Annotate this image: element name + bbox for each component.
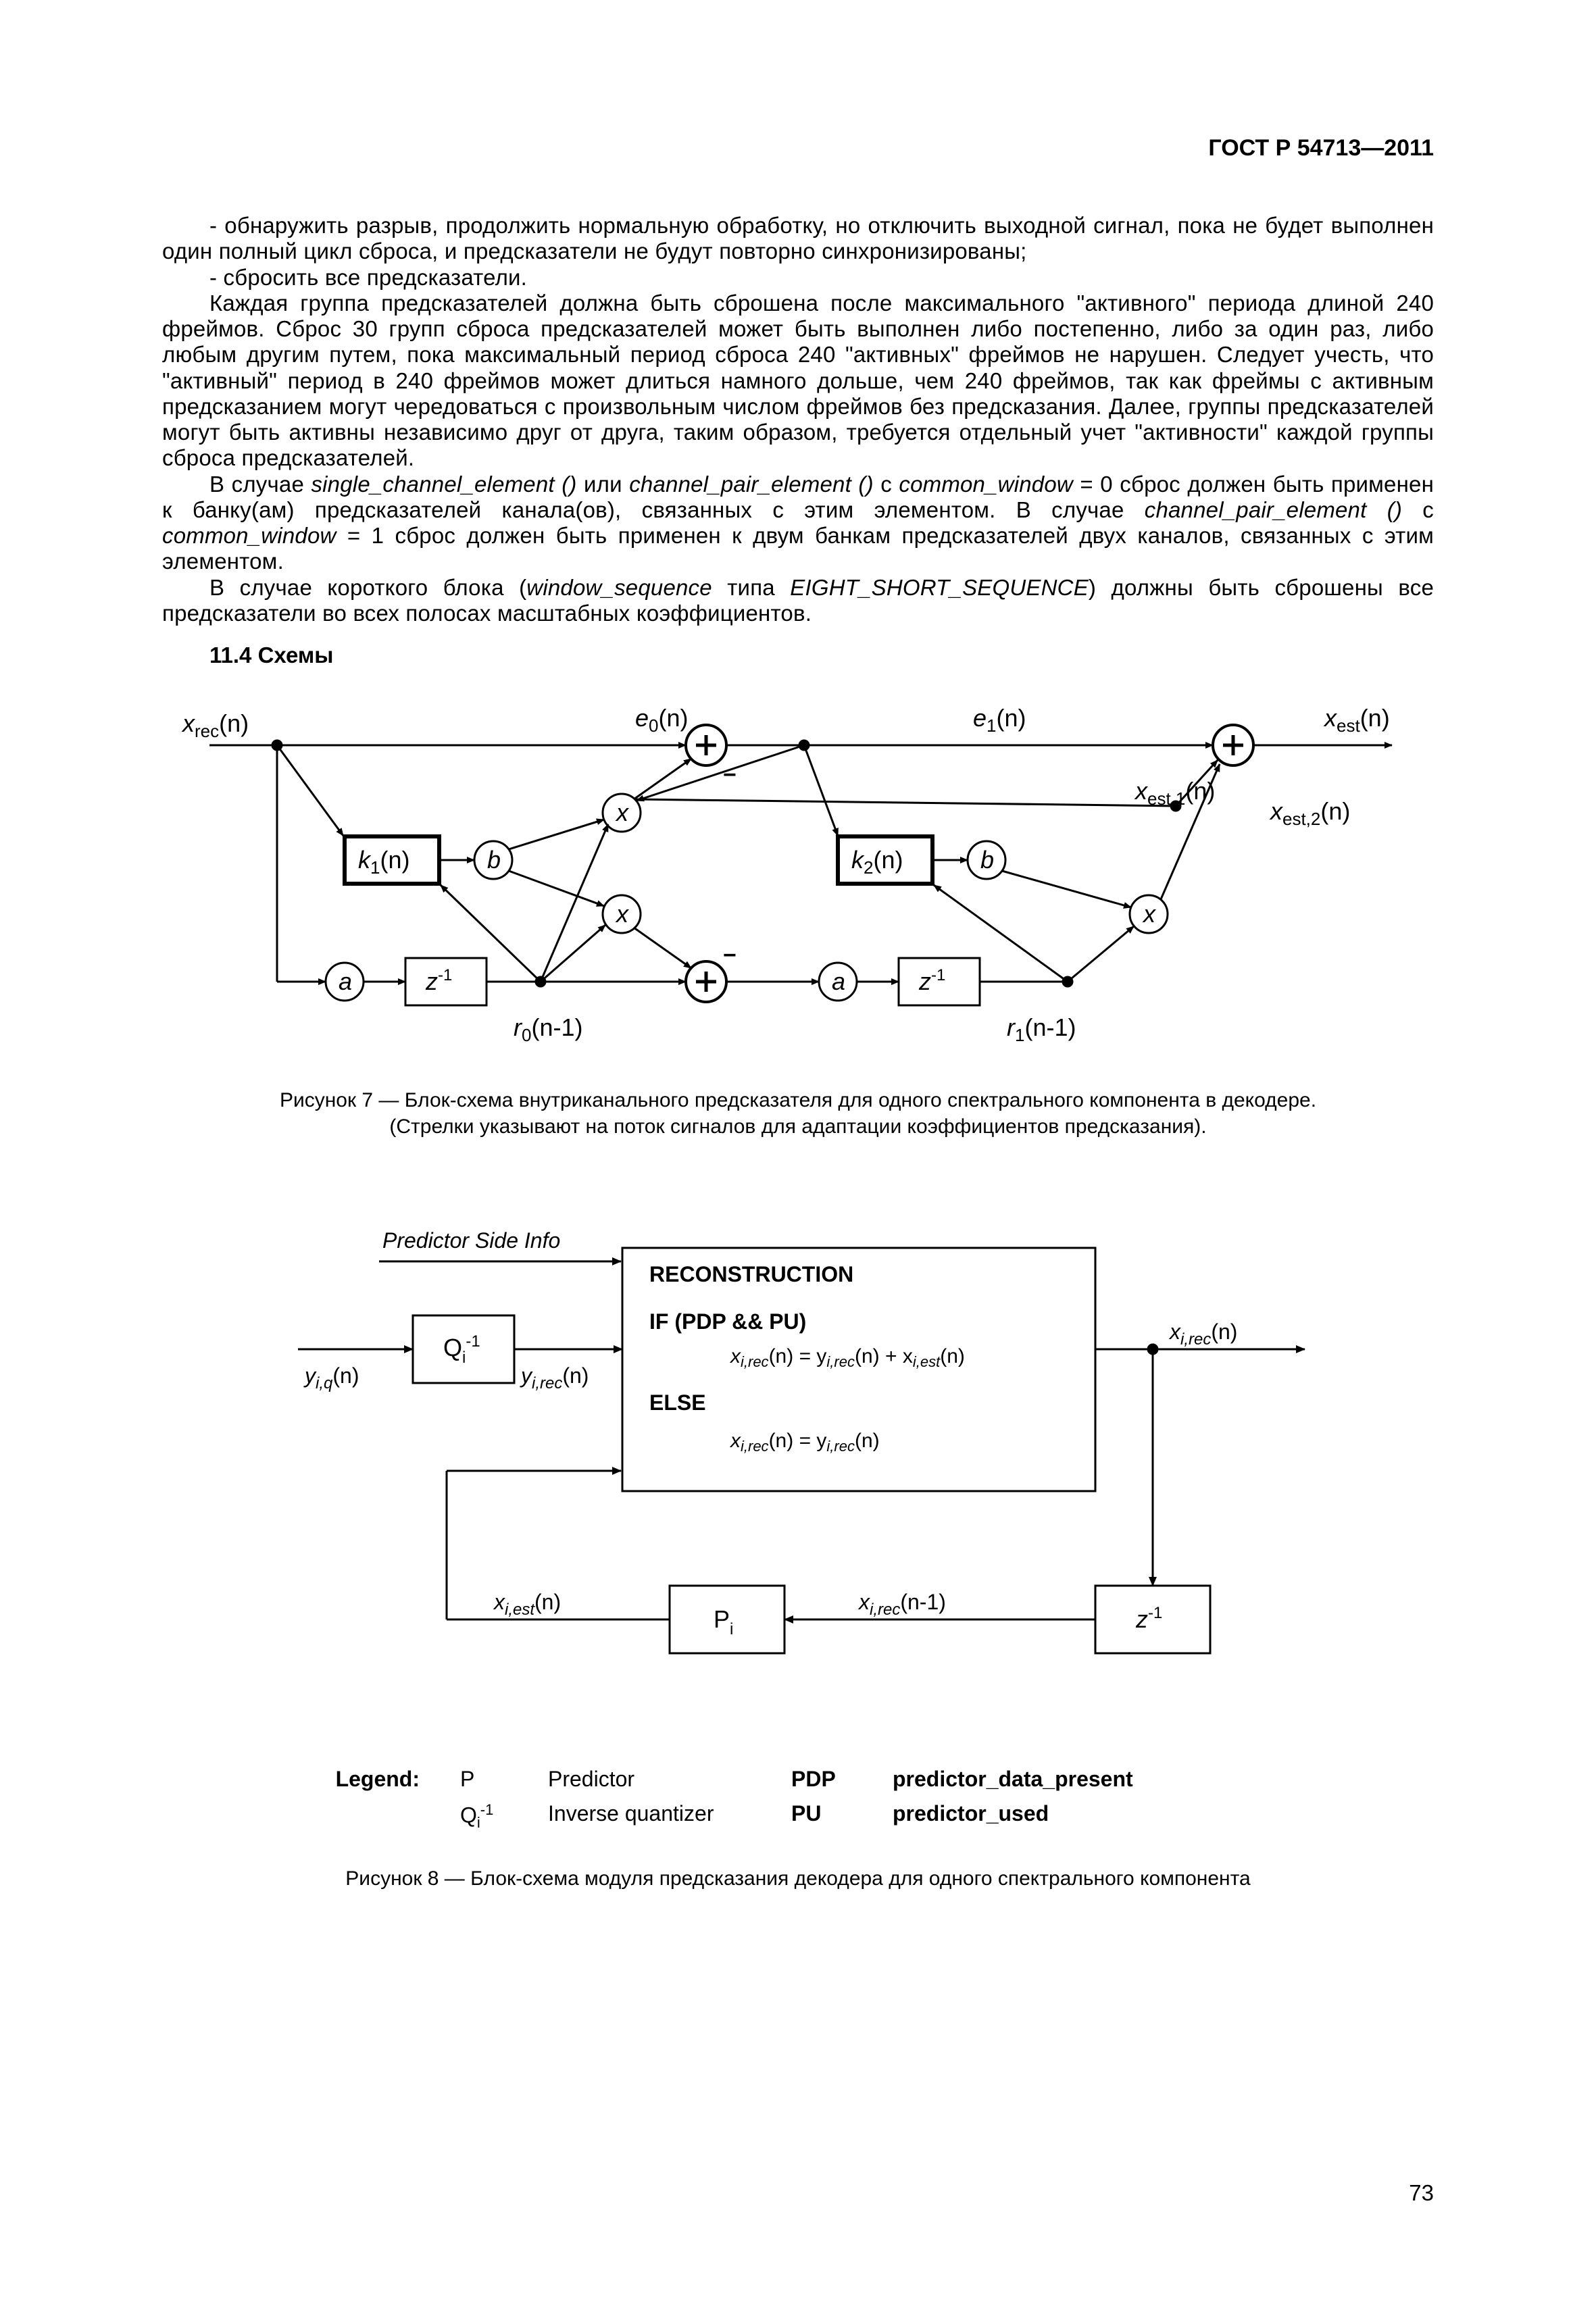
figure-7-svg: − − xrec(n) e0(n) e1(n) xest(n) xest,1(n… (162, 684, 1432, 1063)
svg-text:z-1: z-1 (1135, 1604, 1162, 1633)
svg-text:b: b (487, 846, 501, 874)
svg-text:r0(n-1): r0(n-1) (514, 1013, 582, 1045)
svg-text:yi,q(n): yi,q(n) (303, 1363, 359, 1392)
svg-text:−: − (723, 942, 737, 968)
figure-8: Predictor Side Info yi,q(n) yi,rec(n) xi… (271, 1207, 1325, 1832)
svg-text:Predictor Side Info: Predictor Side Info (382, 1228, 560, 1253)
svg-text:RECONSTRUCTION: RECONSTRUCTION (649, 1262, 853, 1286)
svg-text:yi,rec(n): yi,rec(n) (520, 1363, 589, 1392)
figure-8-svg: Predictor Side Info yi,q(n) yi,rec(n) xi… (271, 1207, 1325, 1734)
svg-text:Qi-1: Qi-1 (443, 1332, 480, 1367)
svg-text:e1(n): e1(n) (973, 704, 1026, 736)
svg-text:k2(n): k2(n) (851, 846, 903, 878)
svg-text:xest,1(n): xest,1(n) (1134, 777, 1215, 809)
svg-text:x: x (1142, 900, 1157, 928)
svg-text:a: a (832, 967, 845, 995)
section-heading: 11.4 Схемы (209, 643, 1434, 668)
svg-text:xi,rec(n) = yi,rec(n): xi,rec(n) = yi,rec(n) (729, 1430, 880, 1455)
para-1: - обнаружить разрыв, продолжить нормальн… (162, 213, 1434, 265)
svg-text:IF (PDP && PU): IF (PDP && PU) (649, 1309, 806, 1334)
svg-text:x: x (615, 799, 630, 826)
svg-text:x: x (615, 900, 630, 928)
svg-text:xest(n): xest(n) (1323, 704, 1390, 736)
svg-text:k1(n): k1(n) (358, 846, 409, 878)
figure-7: − − xrec(n) e0(n) e1(n) xest(n) xest,1(n… (162, 684, 1434, 1068)
svg-text:−: − (723, 762, 737, 788)
svg-text:a: a (339, 967, 352, 995)
figure-7-caption: Рисунок 7 — Блок-схема внутриканального … (162, 1087, 1434, 1140)
figure-8-legend: Legend: P Qi-1 Predictor Inverse quantiz… (271, 1767, 1325, 1832)
svg-text:xi,rec(n-1): xi,rec(n-1) (857, 1590, 946, 1619)
doc-header: ГОСТ Р 54713—2011 (162, 135, 1434, 161)
para-4: В случае single_channel_element () или c… (162, 472, 1434, 575)
svg-text:xi,rec(n) = yi,rec(n) + xi: xi,rec(n) = yi,rec(n) + xi,est(n) (729, 1345, 965, 1370)
svg-text:ELSE: ELSE (649, 1390, 706, 1415)
svg-text:r1(n-1): r1(n-1) (1007, 1013, 1076, 1045)
figure-8-caption: Рисунок 8 — Блок-схема модуля предсказан… (162, 1865, 1434, 1892)
page-number: 73 (1409, 2180, 1434, 2206)
para-3: Каждая группа предсказателей должна быть… (162, 291, 1434, 472)
svg-text:Pi: Pi (714, 1605, 733, 1638)
svg-text:z-1: z-1 (918, 966, 945, 995)
svg-text:b: b (980, 846, 994, 874)
svg-text:xrec(n): xrec(n) (181, 709, 249, 741)
para-2: - сбросить все предсказатели. (162, 265, 1434, 291)
svg-text:z-1: z-1 (425, 966, 452, 995)
svg-text:xest,2(n): xest,2(n) (1269, 797, 1350, 829)
svg-text:xi,rec(n): xi,rec(n) (1168, 1319, 1237, 1349)
svg-text:xi,est(n): xi,est(n) (493, 1590, 561, 1619)
para-5: В случае короткого блока (window_sequenc… (162, 575, 1434, 627)
svg-text:e0(n): e0(n) (635, 704, 689, 736)
